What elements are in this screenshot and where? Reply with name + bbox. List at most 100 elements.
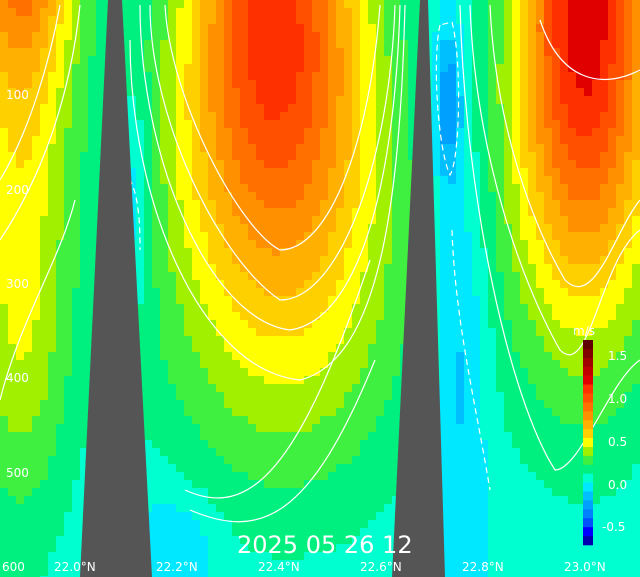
- field-cell: [584, 304, 592, 312]
- field-cell: [456, 376, 464, 384]
- field-cell: [480, 48, 488, 56]
- field-cell: [184, 376, 192, 384]
- field-cell: [176, 144, 184, 152]
- field-cell: [216, 424, 224, 432]
- field-cell: [88, 152, 96, 160]
- field-cell: [216, 272, 224, 280]
- field-cell: [472, 288, 480, 296]
- field-cell: [480, 416, 488, 424]
- field-cell: [456, 416, 464, 424]
- field-cell: [336, 48, 344, 56]
- field-cell: [256, 392, 264, 400]
- field-cell: [336, 384, 344, 392]
- field-cell: [624, 256, 632, 264]
- field-cell: [288, 376, 296, 384]
- field-cell: [64, 448, 72, 456]
- field-cell: [280, 80, 288, 88]
- field-cell: [560, 48, 568, 56]
- field-cell: [208, 488, 216, 496]
- field-cell: [400, 176, 408, 184]
- field-cell: [448, 224, 456, 232]
- field-cell: [240, 160, 248, 168]
- field-cell: [144, 184, 152, 192]
- field-cell: [600, 40, 608, 48]
- field-cell: [504, 120, 512, 128]
- field-cell: [496, 272, 504, 280]
- field-cell: [168, 264, 176, 272]
- field-cell: [608, 392, 616, 400]
- field-cell: [280, 240, 288, 248]
- field-cell: [144, 456, 152, 464]
- field-cell: [368, 424, 376, 432]
- field-cell: [584, 112, 592, 120]
- field-cell: [544, 280, 552, 288]
- field-cell: [328, 32, 336, 40]
- field-cell: [312, 352, 320, 360]
- field-cell: [568, 168, 576, 176]
- field-cell: [32, 160, 40, 168]
- field-cell: [96, 144, 104, 152]
- field-cell: [480, 104, 488, 112]
- field-cell: [600, 408, 608, 416]
- field-cell: [80, 464, 88, 472]
- field-cell: [440, 168, 448, 176]
- field-cell: [304, 408, 312, 416]
- field-cell: [632, 472, 640, 480]
- field-cell: [456, 288, 464, 296]
- field-cell: [520, 128, 528, 136]
- field-cell: [304, 200, 312, 208]
- field-cell: [320, 400, 328, 408]
- field-cell: [576, 376, 584, 384]
- field-cell: [192, 40, 200, 48]
- field-cell: [144, 312, 152, 320]
- field-cell: [496, 456, 504, 464]
- field-cell: [536, 96, 544, 104]
- field-cell: [592, 64, 600, 72]
- field-cell: [168, 312, 176, 320]
- field-cell: [16, 352, 24, 360]
- field-cell: [224, 96, 232, 104]
- field-cell: [528, 368, 536, 376]
- field-cell: [328, 136, 336, 144]
- field-cell: [216, 416, 224, 424]
- field-cell: [624, 352, 632, 360]
- field-cell: [384, 256, 392, 264]
- field-cell: [464, 208, 472, 216]
- field-cell: [192, 496, 200, 504]
- field-cell: [376, 160, 384, 168]
- field-cell: [192, 208, 200, 216]
- field-cell: [152, 440, 160, 448]
- field-cell: [216, 248, 224, 256]
- field-cell: [64, 400, 72, 408]
- field-cell: [64, 192, 72, 200]
- field-cell: [272, 456, 280, 464]
- field-cell: [248, 8, 256, 16]
- field-cell: [456, 88, 464, 96]
- field-cell: [632, 48, 640, 56]
- field-cell: [72, 72, 80, 80]
- field-cell: [536, 200, 544, 208]
- field-cell: [448, 464, 456, 472]
- field-cell: [136, 160, 144, 168]
- field-cell: [560, 320, 568, 328]
- field-cell: [392, 472, 400, 480]
- field-cell: [352, 344, 360, 352]
- field-cell: [200, 352, 208, 360]
- field-cell: [632, 176, 640, 184]
- field-cell: [296, 456, 304, 464]
- field-cell: [624, 32, 632, 40]
- field-cell: [144, 368, 152, 376]
- field-cell: [136, 88, 144, 96]
- field-cell: [432, 32, 440, 40]
- field-cell: [24, 24, 32, 32]
- field-cell: [616, 176, 624, 184]
- field-cell: [264, 384, 272, 392]
- field-cell: [232, 160, 240, 168]
- field-cell: [88, 16, 96, 24]
- field-cell: [256, 240, 264, 248]
- field-cell: [552, 112, 560, 120]
- field-cell: [280, 224, 288, 232]
- field-cell: [480, 488, 488, 496]
- field-cell: [288, 408, 296, 416]
- field-cell: [80, 72, 88, 80]
